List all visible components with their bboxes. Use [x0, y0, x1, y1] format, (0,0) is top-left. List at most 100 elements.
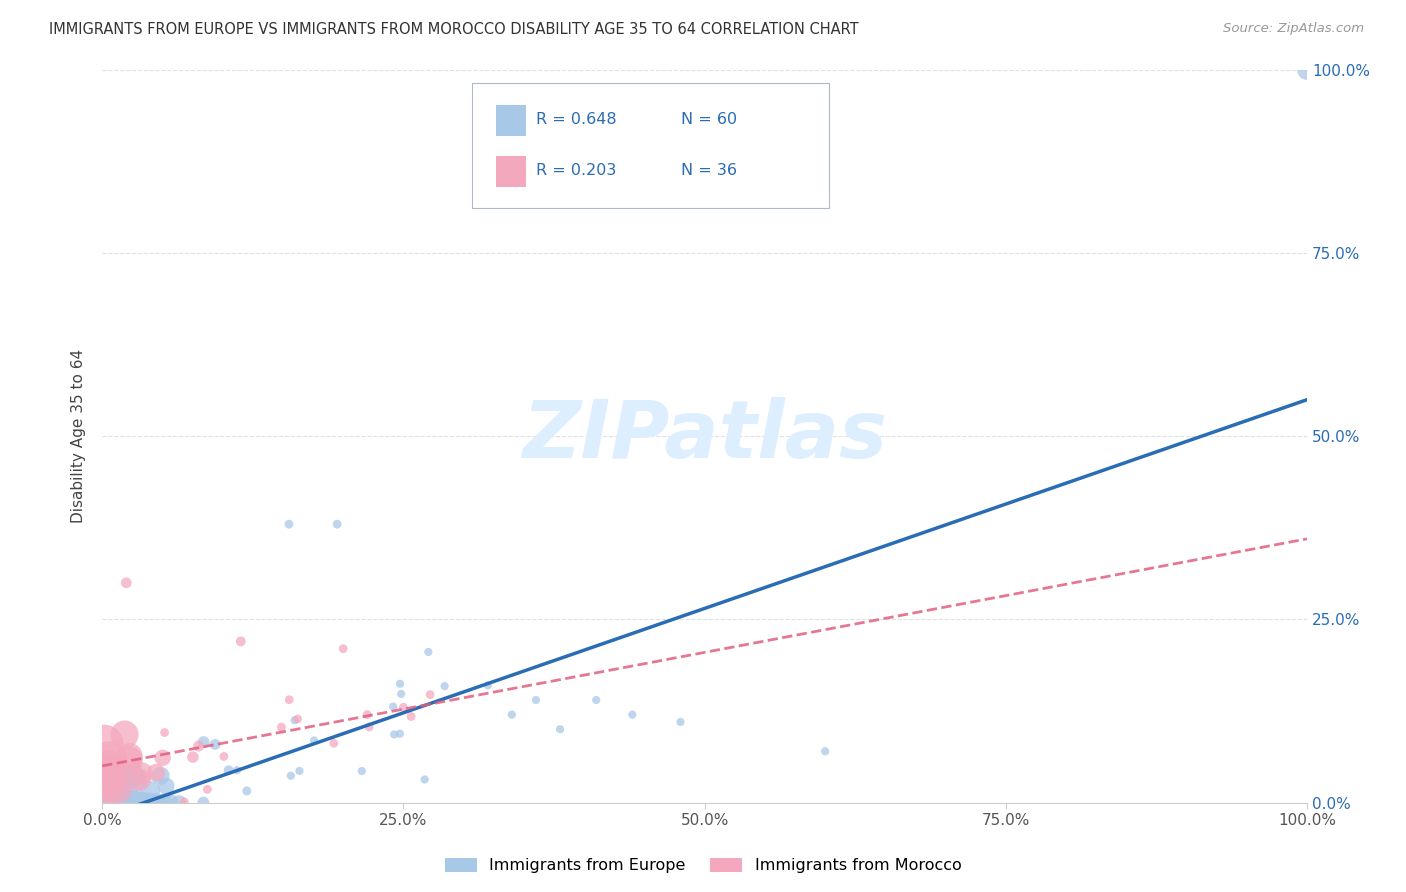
Point [139, 783, 162, 797]
Point [97, 766, 120, 780]
Point [118, 749, 141, 764]
Point [115, 796, 138, 810]
Point [389, 687, 412, 701]
Point [118, 796, 141, 810]
Point [229, 634, 252, 648]
Point [621, 707, 644, 722]
Point [107, 796, 129, 810]
Point [359, 720, 381, 734]
Bar [496, 156, 526, 187]
FancyBboxPatch shape [472, 83, 828, 208]
Point [187, 739, 209, 753]
Point [322, 736, 344, 750]
Point [93, 737, 115, 751]
Point [302, 733, 325, 747]
Point [218, 764, 240, 778]
Point [332, 641, 354, 656]
Point [125, 756, 148, 770]
Point [181, 750, 204, 764]
Point [120, 770, 142, 784]
Point [104, 790, 127, 805]
Text: Source: ZipAtlas.com: Source: ZipAtlas.com [1223, 22, 1364, 36]
Point [212, 749, 235, 764]
Point [195, 782, 218, 797]
Point [1296, 63, 1319, 78]
Point [105, 781, 128, 796]
Point [101, 765, 124, 780]
Text: N = 36: N = 36 [681, 163, 737, 178]
Point [287, 712, 309, 726]
Point [548, 723, 571, 737]
Point [501, 707, 523, 722]
Point [326, 517, 349, 532]
Point [388, 727, 411, 741]
Point [122, 796, 145, 810]
Point [193, 796, 215, 810]
Text: R = 0.648: R = 0.648 [536, 112, 617, 127]
Point [101, 796, 124, 810]
Point [160, 796, 183, 810]
Point [278, 517, 301, 532]
Point [152, 795, 174, 809]
Point [236, 784, 259, 798]
Point [97, 796, 120, 810]
Point [94, 796, 117, 810]
Point [153, 795, 176, 809]
Point [105, 796, 128, 810]
Point [93, 796, 115, 810]
Point [193, 735, 215, 749]
Point [93, 766, 115, 780]
Point [280, 769, 302, 783]
Point [96, 771, 118, 785]
Point [145, 796, 167, 810]
Point [433, 679, 456, 693]
Point [128, 772, 150, 787]
Point [131, 766, 153, 780]
Point [98, 752, 121, 766]
Point [110, 796, 132, 810]
Point [118, 796, 141, 810]
Point [284, 713, 307, 727]
Point [121, 768, 143, 782]
Text: R = 0.203: R = 0.203 [536, 163, 616, 178]
Point [392, 700, 415, 714]
Bar [496, 105, 526, 136]
Point [124, 772, 146, 787]
Text: IMMIGRANTS FROM EUROPE VS IMMIGRANTS FROM MOROCCO DISABILITY AGE 35 TO 64 CORREL: IMMIGRANTS FROM EUROPE VS IMMIGRANTS FRO… [49, 22, 859, 37]
Point [418, 645, 440, 659]
Point [399, 709, 422, 723]
Point [94, 796, 117, 810]
Point [669, 714, 692, 729]
Point [413, 772, 436, 787]
Point [585, 693, 607, 707]
Point [149, 769, 172, 783]
Point [278, 692, 301, 706]
Point [117, 796, 139, 810]
Point [477, 678, 499, 692]
Point [388, 677, 411, 691]
Point [814, 744, 837, 758]
Point [125, 796, 148, 810]
Point [167, 796, 190, 810]
Point [270, 720, 292, 734]
Point [145, 765, 167, 780]
Point [138, 796, 160, 810]
Legend: Immigrants from Europe, Immigrants from Morocco: Immigrants from Europe, Immigrants from … [439, 851, 967, 880]
Point [101, 796, 124, 810]
Point [173, 795, 195, 809]
Point [356, 707, 378, 722]
Point [204, 738, 226, 752]
Point [288, 764, 311, 778]
Point [120, 796, 142, 810]
Point [153, 725, 176, 739]
Text: N = 60: N = 60 [681, 112, 737, 127]
Point [97, 762, 120, 776]
Text: ZIPatlas: ZIPatlas [522, 397, 887, 475]
Point [419, 688, 441, 702]
Point [382, 699, 405, 714]
Point [115, 575, 138, 590]
Point [94, 796, 117, 810]
Point [152, 751, 174, 765]
Point [129, 796, 152, 810]
Point [103, 796, 125, 810]
